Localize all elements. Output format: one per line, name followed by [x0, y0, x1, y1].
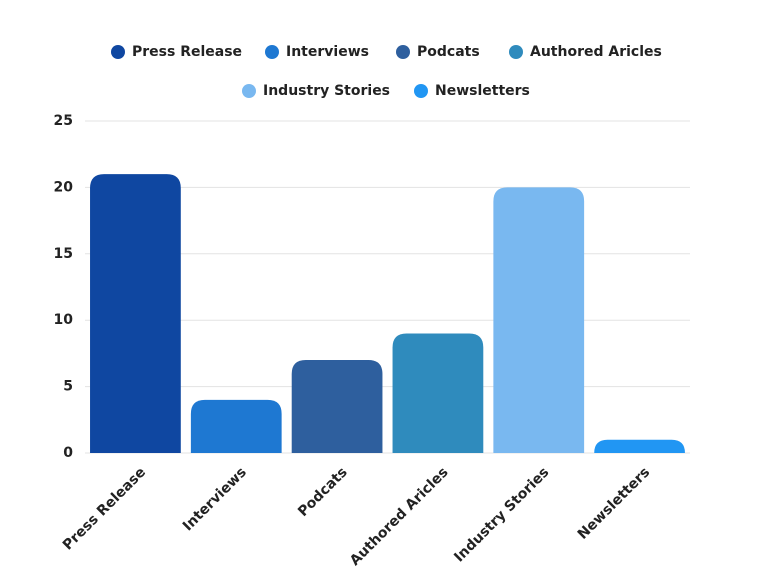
legend-swatch — [509, 45, 523, 59]
y-tick-label: 5 — [63, 379, 73, 395]
legend-label: Podcats — [417, 44, 480, 60]
legend-label: Newsletters — [435, 83, 530, 99]
x-tick-label: Industry Stories — [451, 464, 552, 565]
bar — [392, 333, 484, 453]
x-tick-label: Podcats — [295, 464, 351, 520]
y-tick-label: 15 — [54, 246, 73, 262]
y-tick-label: 20 — [54, 179, 74, 195]
legend-label: Interviews — [286, 44, 369, 60]
bar — [291, 360, 383, 453]
y-tick-label: 0 — [63, 445, 73, 461]
bar — [90, 174, 181, 453]
x-tick-label: Interviews — [180, 464, 250, 534]
x-tick-label: Press Release — [60, 464, 149, 553]
x-tick-label: Newsletters — [575, 464, 653, 542]
legend-label: Authored Aricles — [530, 44, 662, 60]
legend-label: Industry Stories — [263, 83, 390, 99]
bar — [190, 399, 282, 453]
legend-swatch — [242, 84, 256, 98]
bar — [493, 187, 585, 453]
legend-label: Press Release — [132, 44, 242, 60]
bar — [594, 439, 685, 453]
legend-swatch — [396, 45, 410, 59]
legend-swatch — [265, 45, 279, 59]
y-tick-label: 25 — [54, 113, 73, 129]
x-tick-label: Authored Aricles — [347, 464, 452, 569]
legend-swatch — [414, 84, 428, 98]
y-tick-label: 10 — [54, 312, 74, 328]
legend-swatch — [111, 45, 125, 59]
